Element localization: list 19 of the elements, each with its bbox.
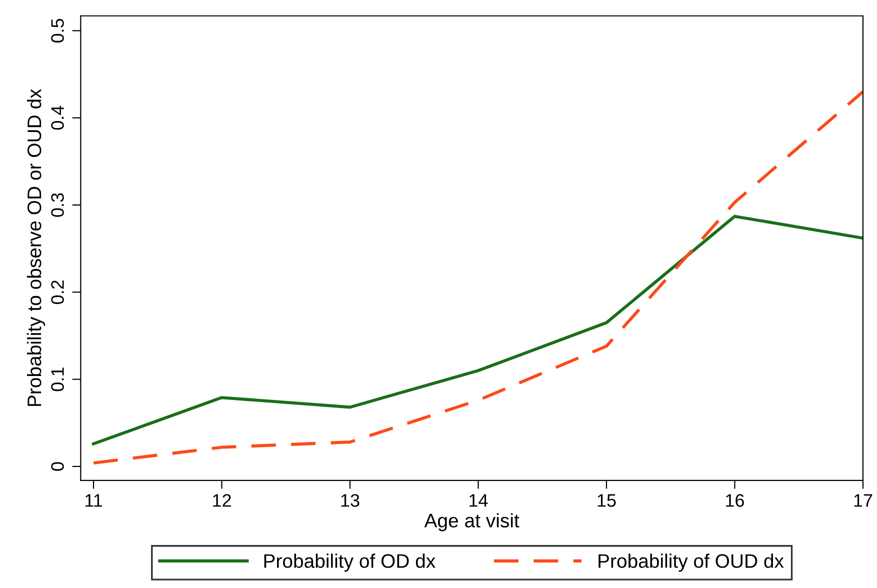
x-tick-label: 16 [726, 494, 744, 507]
x-tick-label: 17 [854, 494, 872, 507]
y-tick-label: 0 [51, 462, 64, 471]
x-tick-label: 15 [598, 494, 616, 507]
y-tick-label: 0.2 [51, 280, 64, 304]
line-series [92, 214, 863, 446]
x-tick-label: 11 [86, 494, 102, 507]
y-axis-title: Probability to observe OD or OUD dx [26, 88, 46, 406]
y-tick-label: 0.4 [51, 106, 64, 130]
legend-label: Probability of OD dx [264, 554, 436, 572]
x-tick-label: 12 [213, 494, 231, 507]
y-tick-label: 0.1 [51, 368, 64, 392]
y-tick-label: 0.3 [51, 193, 64, 217]
x-axis-title: Age at visit [424, 513, 520, 532]
y-tick-label: 0.5 [51, 18, 64, 43]
x-tick-label: 14 [470, 494, 488, 507]
x-tick-label: 13 [341, 494, 360, 507]
line-series [92, 90, 863, 464]
legend-label: Probability of OUD dx [598, 554, 784, 572]
